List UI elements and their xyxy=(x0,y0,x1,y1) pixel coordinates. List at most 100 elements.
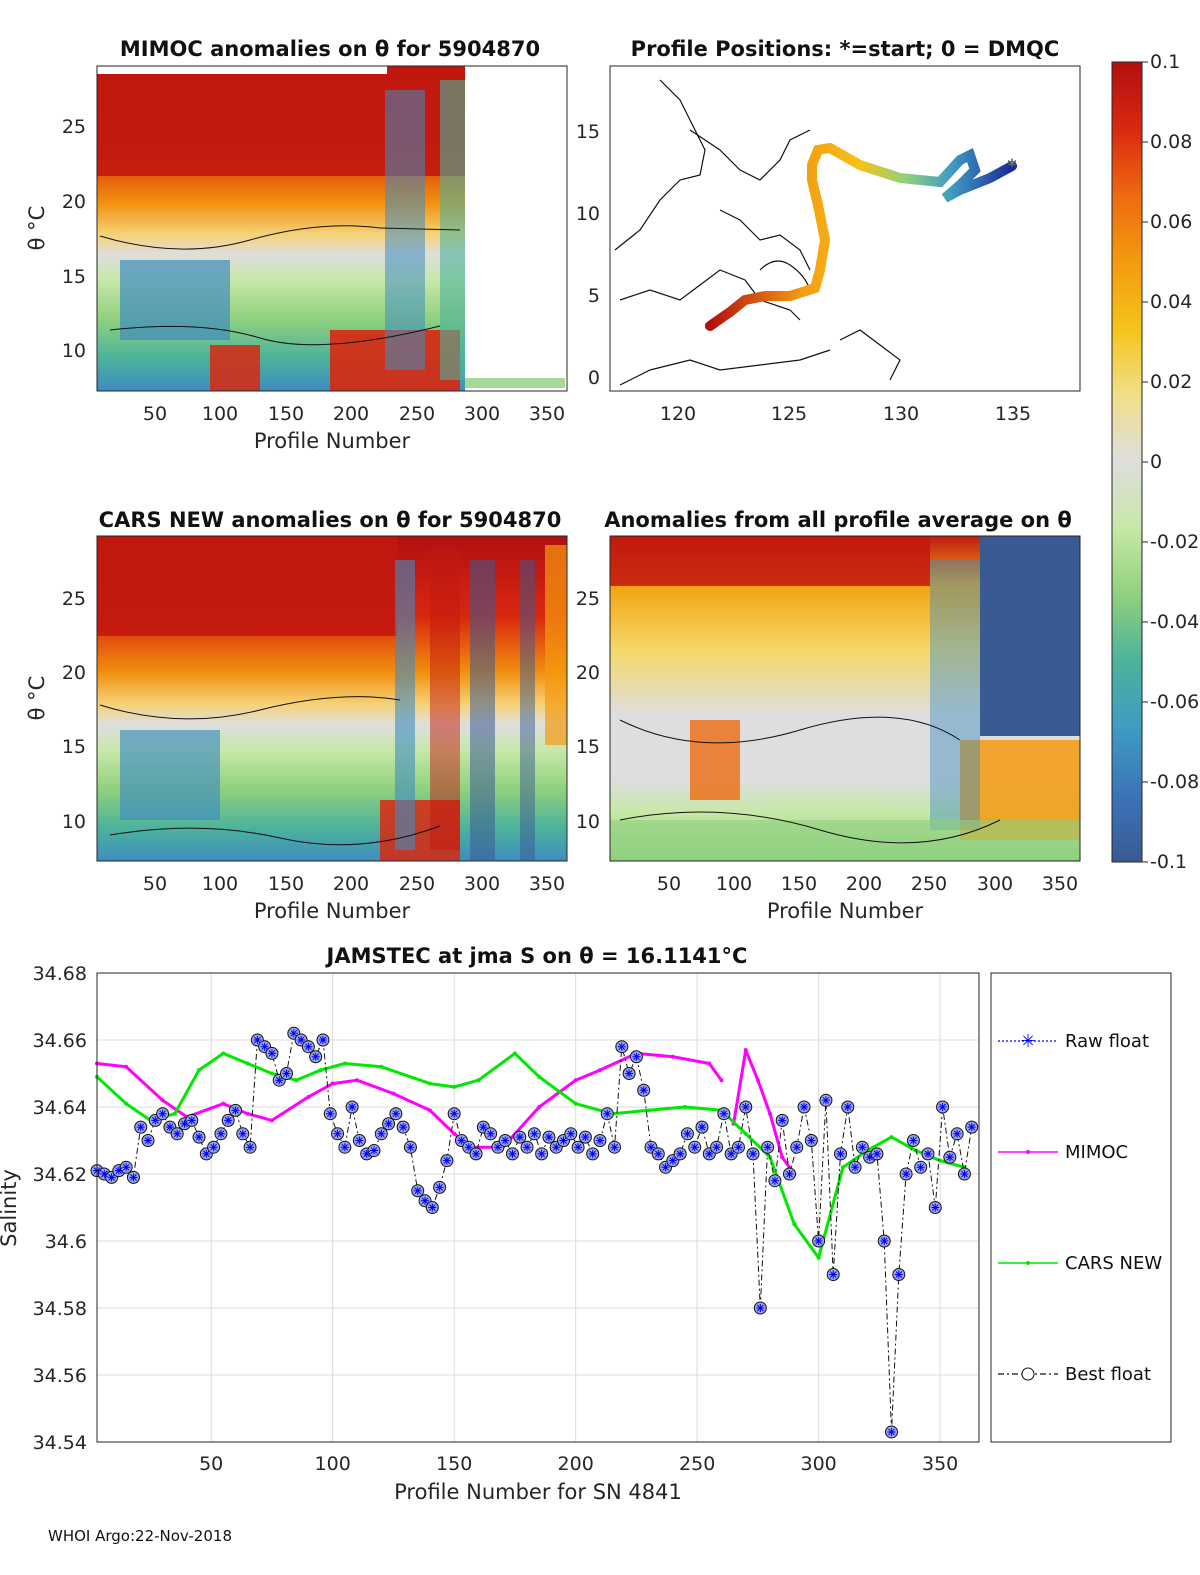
x-tick: 200 xyxy=(846,873,882,895)
x-tick: 50 xyxy=(657,873,681,895)
raw-float-point xyxy=(574,1143,583,1152)
raw-float-point xyxy=(209,1143,218,1152)
raw-float-point xyxy=(778,1116,787,1125)
raw-float-point xyxy=(639,1086,648,1095)
raw-float-point xyxy=(741,1103,750,1111)
raw-float-point xyxy=(668,1156,677,1165)
raw-float-point xyxy=(654,1149,663,1158)
mimoc-point xyxy=(670,1054,675,1059)
raw-float-point xyxy=(122,1163,131,1172)
raw-float-point xyxy=(107,1173,116,1182)
cars-new-point xyxy=(840,1165,845,1170)
raw-float-point xyxy=(493,1143,502,1152)
panel-title: CARS NEW anomalies on θ for 5904870 xyxy=(99,508,562,532)
raw-float-point xyxy=(734,1143,743,1152)
x-tick: 100 xyxy=(202,403,238,425)
raw-float-point xyxy=(224,1116,233,1125)
raw-float-point xyxy=(318,1036,327,1044)
y-ticks: 10 15 20 25 xyxy=(62,116,86,362)
mimoc-point xyxy=(354,1078,359,1083)
raw-float-point xyxy=(858,1143,867,1152)
legend-label: MIMOC xyxy=(1065,1142,1128,1163)
x-tick: 135 xyxy=(995,403,1031,425)
raw-float-point xyxy=(719,1109,728,1118)
anomaly-field xyxy=(610,536,1080,861)
circle-marker-icon xyxy=(1021,1367,1035,1381)
y-axis-label: θ °C xyxy=(25,676,49,721)
x-tick: 50 xyxy=(199,1453,223,1475)
raw-float-point xyxy=(763,1143,772,1152)
x-tick: 125 xyxy=(771,403,807,425)
raw-float-point xyxy=(187,1116,196,1125)
legend-box xyxy=(990,972,1172,1443)
raw-float-point xyxy=(508,1149,517,1158)
footer-text: WHOI Argo:22-Nov-2018 xyxy=(48,1527,232,1545)
raw-float-point xyxy=(603,1109,612,1118)
raw-float-point xyxy=(421,1196,430,1205)
axes-box xyxy=(96,972,980,1443)
raw-float-point xyxy=(129,1173,138,1182)
float-track xyxy=(705,142,1017,331)
cars-new-point xyxy=(683,1105,687,1109)
cars-new-point xyxy=(537,1074,542,1079)
y-tick: 20 xyxy=(576,662,600,684)
mimoc-point xyxy=(768,1111,773,1116)
mimoc-point xyxy=(573,1078,578,1083)
cars-new-point xyxy=(889,1135,894,1140)
y-tick: 34.56 xyxy=(33,1365,87,1387)
cars-new-point xyxy=(816,1255,821,1260)
legend-item-raw-float: ✳ Raw float xyxy=(998,1031,1149,1052)
x-tick: 250 xyxy=(911,873,947,895)
legend-label: Best float xyxy=(1065,1364,1151,1385)
raw-float-point xyxy=(960,1170,969,1178)
raw-float-point xyxy=(523,1143,532,1152)
raw-float-point xyxy=(967,1123,976,1132)
raw-float-point xyxy=(340,1143,349,1152)
cars-new-point xyxy=(172,1111,177,1116)
y-tick: 5 xyxy=(588,285,600,307)
cars-new-point xyxy=(792,1222,797,1227)
y-tick: 34.6 xyxy=(45,1231,87,1253)
raw-float-point xyxy=(216,1129,225,1138)
raw-float-point xyxy=(369,1146,378,1155)
y-tick: 34.66 xyxy=(33,1030,87,1052)
y-tick: 15 xyxy=(62,266,86,288)
x-tick: 250 xyxy=(399,403,435,425)
raw-float-point xyxy=(202,1149,211,1158)
mimoc-point xyxy=(245,1111,250,1116)
colorbar-tick-label: -0.08 xyxy=(1150,771,1199,793)
y-tick: 20 xyxy=(62,662,86,684)
cars-new-point xyxy=(294,1078,299,1083)
raw-float-point xyxy=(916,1163,925,1172)
x-tick: 50 xyxy=(143,403,167,425)
mimoc-point xyxy=(160,1098,165,1103)
y-tick: 34.58 xyxy=(33,1298,87,1320)
colorbar-tick-label: 0.06 xyxy=(1150,211,1192,233)
colorbar-tick-label: -0.1 xyxy=(1150,851,1187,873)
x-tick: 300 xyxy=(801,1453,837,1475)
raw-float-point xyxy=(749,1149,758,1158)
raw-float-point xyxy=(588,1149,597,1158)
raw-float-point xyxy=(661,1163,670,1172)
raw-float-point xyxy=(362,1149,371,1158)
mimoc-point xyxy=(124,1064,129,1069)
colorbar-tick-label: 0.1 xyxy=(1150,51,1180,73)
cars-new-point xyxy=(427,1081,432,1086)
raw-float-point xyxy=(821,1096,830,1105)
x-tick: 150 xyxy=(436,1453,472,1475)
x-tick: 120 xyxy=(660,403,696,425)
x-tick: 150 xyxy=(268,403,304,425)
legend-label: CARS NEW xyxy=(1065,1253,1162,1274)
raw-float-point xyxy=(756,1304,765,1312)
dot-marker-icon xyxy=(1026,1150,1030,1154)
raw-float-point xyxy=(566,1129,575,1138)
raw-float-point xyxy=(275,1076,284,1085)
raw-float-point xyxy=(391,1109,400,1118)
x-tick: 350 xyxy=(529,403,565,425)
raw-float-point xyxy=(887,1427,896,1436)
anomaly-field xyxy=(97,66,565,391)
x-tick: 300 xyxy=(464,873,500,895)
x-tick: 200 xyxy=(333,403,369,425)
y-tick: 10 xyxy=(576,203,600,225)
raw-float-point xyxy=(865,1153,874,1162)
